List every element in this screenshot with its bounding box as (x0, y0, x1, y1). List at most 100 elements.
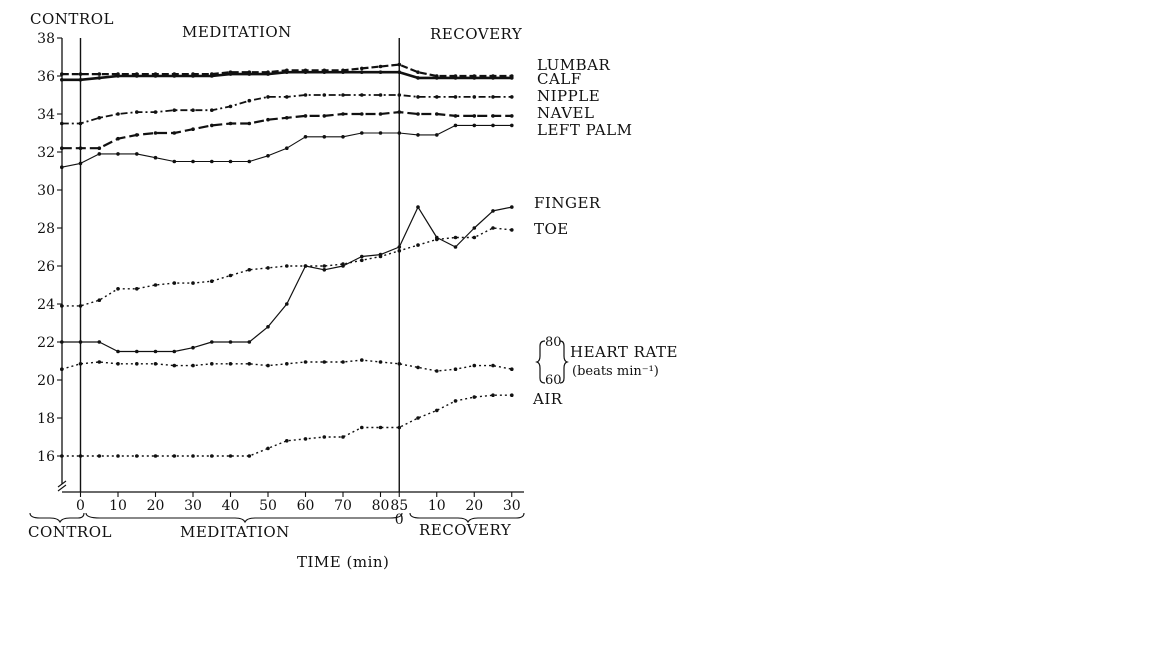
data-point-calf (78, 78, 83, 82)
data-point-air (322, 435, 327, 439)
data-point-navel (78, 146, 83, 150)
data-point-navel (360, 112, 364, 116)
brace-recovery (409, 512, 525, 524)
data-point-air (285, 439, 289, 443)
data-point-finger (285, 302, 289, 306)
y-tick-label: 30 (37, 183, 55, 199)
brace-meditation (85, 512, 403, 524)
data-point-lumbar (97, 72, 102, 76)
data-point-toe (172, 281, 177, 285)
data-point-air (510, 393, 514, 398)
series-label-nipple: NIPPLE (537, 87, 600, 105)
data-point-left-palm (453, 123, 458, 128)
data-point-navel (116, 136, 120, 141)
data-point-left-palm (397, 131, 402, 135)
data-point-nipple (116, 112, 120, 116)
data-point-air (210, 454, 214, 458)
phase-label-meditation-top: MEDITATION (182, 23, 292, 41)
data-point-navel (210, 123, 214, 128)
data-point-toe (303, 264, 308, 268)
data-point-calf (341, 70, 345, 74)
data-point-calf (435, 76, 439, 80)
data-point-heart-rate (453, 367, 458, 372)
recovery-zero-label: 0 (395, 512, 404, 528)
data-point-nipple (97, 116, 102, 120)
phase-label-recovery-top: RECOVERY (430, 25, 523, 43)
data-point-calf (172, 74, 177, 78)
data-point-nipple (435, 95, 439, 99)
data-point-navel (247, 121, 252, 126)
data-point-heart-rate (266, 363, 270, 368)
data-point-lumbar (416, 70, 420, 74)
x-tick-label: 50 (259, 498, 277, 514)
data-point-calf (510, 76, 514, 80)
data-point-toe (416, 243, 420, 247)
data-point-toe (435, 237, 439, 242)
data-point-navel (397, 110, 402, 114)
data-point-navel (435, 112, 439, 116)
data-point-toe (247, 268, 252, 272)
data-point-air (360, 425, 364, 430)
x-tick-label: 85 (390, 498, 408, 514)
data-point-nipple (285, 95, 289, 99)
data-point-nipple (153, 110, 158, 114)
data-point-toe (378, 254, 383, 259)
data-point-navel (453, 114, 458, 118)
data-point-heart-rate (397, 362, 402, 366)
series-line-finger (61, 206, 512, 353)
data-point-heart-rate (97, 360, 102, 364)
data-point-finger (247, 340, 252, 344)
x-tick-label: 70 (334, 498, 352, 514)
data-point-air (60, 454, 64, 458)
data-point-lumbar (360, 66, 364, 71)
x-tick-label: 20 (465, 498, 483, 514)
data-point-nipple (266, 95, 270, 99)
data-point-navel (322, 114, 327, 118)
data-point-finger (453, 245, 458, 249)
data-point-left-palm (360, 131, 364, 135)
data-point-left-palm (135, 152, 139, 156)
data-point-nipple (191, 108, 195, 112)
data-point-nipple (322, 93, 327, 97)
y-tick-label: 36 (37, 69, 55, 85)
y-tick-label: 22 (37, 335, 55, 351)
data-point-heart-rate (285, 362, 289, 366)
y-tick-label: 18 (37, 411, 55, 427)
y-tick-label: 24 (37, 297, 55, 313)
data-point-heart-rate (303, 360, 308, 364)
data-point-calf (153, 74, 158, 78)
data-point-navel (191, 127, 195, 131)
data-point-left-palm (60, 165, 64, 169)
data-point-calf (453, 76, 458, 80)
data-point-finger (78, 340, 83, 344)
heart-rate-bracket (535, 340, 546, 384)
data-point-toe (510, 228, 514, 232)
y-tick-label: 20 (37, 373, 55, 389)
data-point-left-palm (416, 133, 420, 137)
x-tick-label: 80 (372, 498, 390, 514)
series-label-lumbar: LUMBAR (537, 56, 610, 74)
series-line-left-palm (61, 124, 512, 168)
data-point-left-palm (210, 159, 214, 164)
data-point-calf (285, 70, 289, 74)
data-point-navel (135, 133, 139, 137)
data-point-finger (60, 340, 64, 344)
data-point-toe (491, 226, 495, 230)
data-point-heart-rate (510, 367, 514, 372)
series-line-air (61, 394, 512, 457)
data-point-nipple (247, 98, 252, 103)
data-point-calf (472, 76, 477, 80)
data-point-air (378, 425, 383, 430)
data-point-nipple (378, 93, 383, 97)
x-tick-label: 30 (503, 498, 521, 514)
x-tick-label: 30 (184, 498, 202, 514)
data-point-left-palm (322, 135, 327, 139)
heart-rate-unit: (beats min⁻¹) (572, 364, 659, 379)
data-point-toe (60, 304, 64, 308)
data-point-nipple (210, 108, 214, 112)
data-point-air (453, 399, 458, 403)
x-tick-label: 60 (297, 498, 315, 514)
data-point-heart-rate (322, 360, 327, 364)
data-point-toe (266, 266, 270, 270)
data-point-toe (322, 264, 327, 268)
